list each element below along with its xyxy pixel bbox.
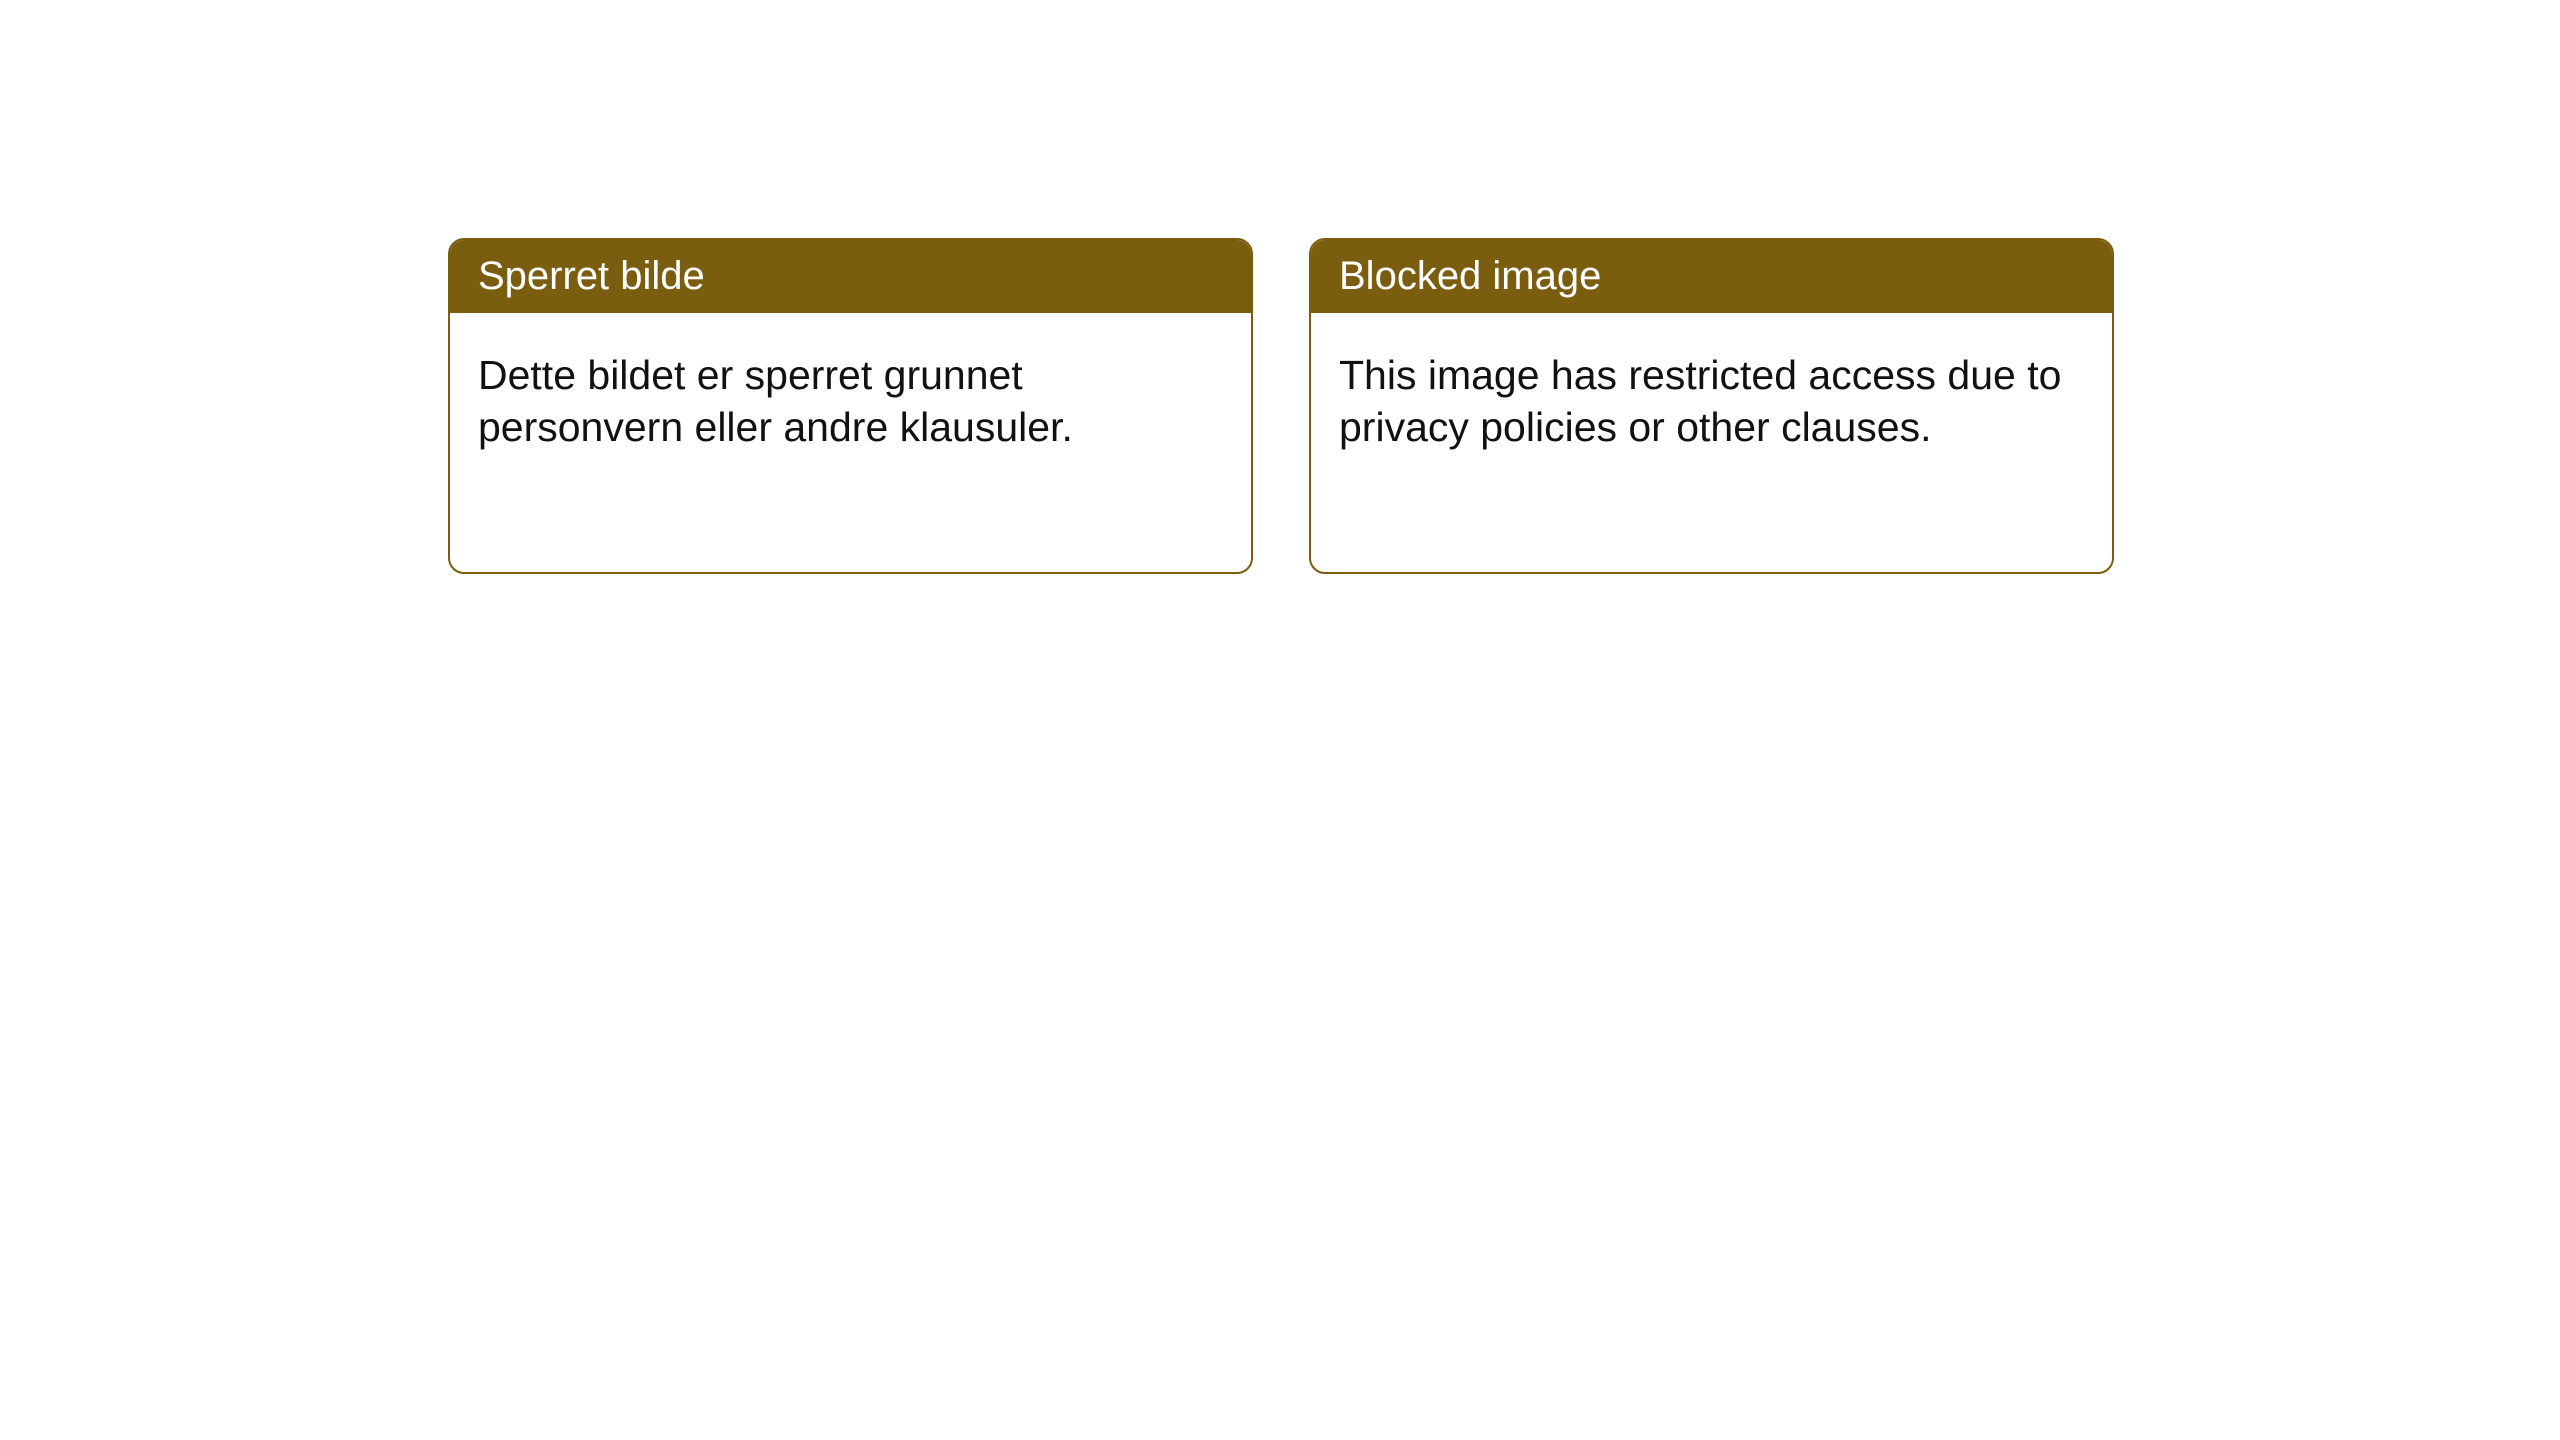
card-title: Blocked image: [1311, 240, 2112, 313]
card-body: Dette bildet er sperret grunnet personve…: [450, 313, 1251, 490]
card-body: This image has restricted access due to …: [1311, 313, 2112, 490]
notice-card-norwegian: Sperret bilde Dette bildet er sperret gr…: [448, 238, 1253, 574]
notice-card-english: Blocked image This image has restricted …: [1309, 238, 2114, 574]
card-title: Sperret bilde: [450, 240, 1251, 313]
notice-card-container: Sperret bilde Dette bildet er sperret gr…: [448, 238, 2114, 574]
